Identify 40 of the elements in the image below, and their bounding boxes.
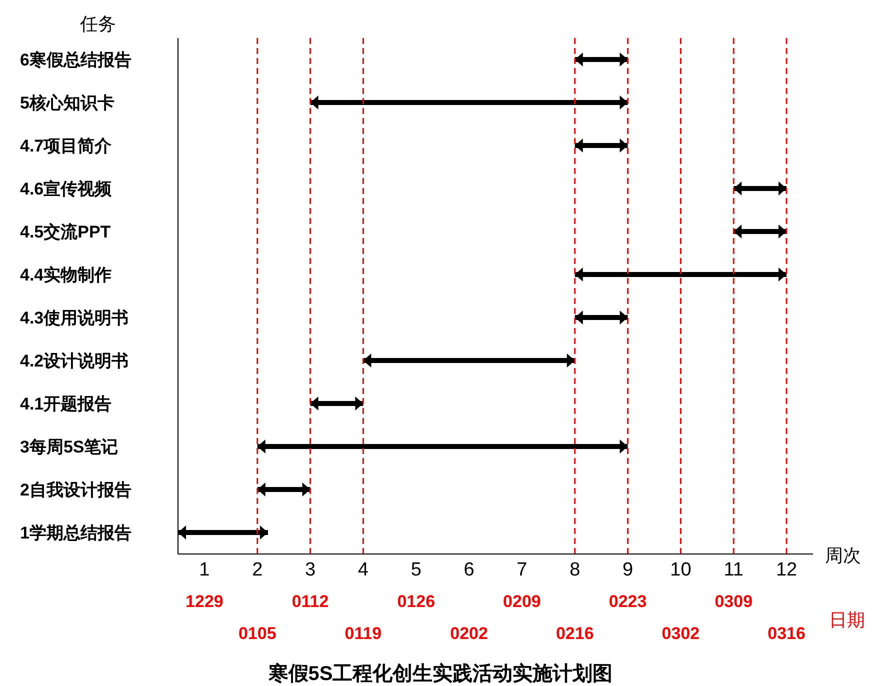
y-axis-title: 任务 bbox=[79, 14, 116, 34]
y-tick-label: 4.6宣传视频 bbox=[20, 180, 113, 199]
y-tick-label: 4.7项目简介 bbox=[20, 136, 113, 156]
y-tick-label: 4.4实物制作 bbox=[20, 266, 112, 285]
y-tick-label: 2自我设计报告 bbox=[20, 480, 132, 500]
y-tick-label: 5核心知识卡 bbox=[20, 94, 114, 113]
x-tick-label: 5 bbox=[410, 559, 422, 580]
y-tick-label: 1学期总结报告 bbox=[20, 524, 132, 543]
x-tick-label: 6 bbox=[464, 559, 474, 580]
y-tick-label: 4.2设计说明书 bbox=[20, 352, 129, 371]
x-tick-label: 1 bbox=[199, 559, 210, 580]
x-axis-title: 周次 bbox=[825, 545, 861, 566]
x-tick-label: 7 bbox=[516, 559, 528, 580]
x-tick-label: 8 bbox=[570, 559, 580, 580]
x-tick-label: 10 bbox=[670, 559, 692, 580]
x-tick-label: 3 bbox=[305, 559, 316, 580]
text: 0309 bbox=[714, 592, 753, 612]
text: 日期 bbox=[829, 609, 865, 632]
text: 0126 bbox=[397, 592, 436, 612]
x-tick-label: 2 bbox=[252, 559, 263, 580]
y-tick-label: 3每周5S笔记 bbox=[20, 438, 118, 457]
text: 0112 bbox=[292, 592, 329, 612]
text: 寒假5S工程化创生实践活动实施计划图 bbox=[267, 662, 614, 686]
y-tick-label: 4.5交流PPT bbox=[20, 222, 112, 242]
x-tick-label: 11 bbox=[724, 559, 744, 580]
y-tick-label: 4.1开题报告 bbox=[20, 394, 112, 414]
text: 0105 bbox=[238, 624, 276, 644]
x-tick-label: 12 bbox=[776, 559, 798, 580]
text: 1229 bbox=[186, 592, 224, 612]
text: 0302 bbox=[662, 624, 700, 644]
text: 0209 bbox=[503, 592, 541, 612]
y-tick-label: 6寒假总结报告 bbox=[20, 50, 132, 70]
text: 0202 bbox=[450, 624, 488, 644]
y-tick-label: 4.3使用说明书 bbox=[20, 308, 129, 328]
text: 0316 bbox=[768, 624, 806, 644]
text: 0119 bbox=[344, 624, 382, 644]
x-tick-label: 4 bbox=[358, 559, 369, 580]
x-tick-label: 9 bbox=[622, 559, 634, 580]
text: 0216 bbox=[556, 624, 594, 644]
text: 0223 bbox=[608, 592, 647, 612]
